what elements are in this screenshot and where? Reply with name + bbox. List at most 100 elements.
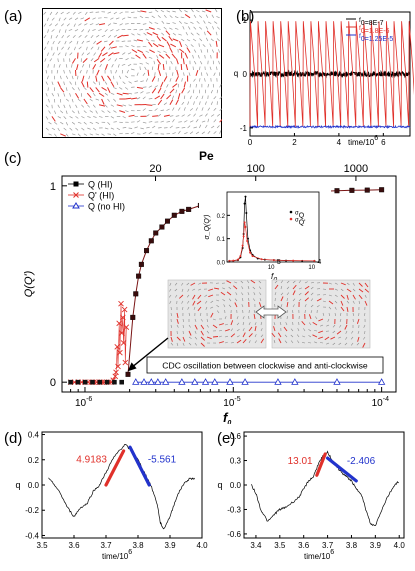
snapshot-arrow xyxy=(334,312,336,316)
field-arrow xyxy=(58,64,61,68)
field-arrow xyxy=(57,116,62,119)
snapshot-arrow xyxy=(284,340,288,344)
field-arrow xyxy=(47,87,49,91)
field-arrow xyxy=(204,31,206,36)
field-arrow-red xyxy=(119,110,126,113)
field-arrow xyxy=(170,60,173,65)
field-arrow-red xyxy=(146,32,153,36)
field-arrow xyxy=(172,22,176,24)
snapshot-arrow xyxy=(218,330,222,332)
field-arrow-red xyxy=(136,86,143,89)
field-arrow-red xyxy=(163,114,170,117)
q-nohi-marker xyxy=(147,378,155,385)
field-arrow-red xyxy=(169,99,174,106)
field-arrow-red xyxy=(98,92,105,97)
field-arrow xyxy=(90,34,94,39)
field-arrow xyxy=(172,132,176,135)
snapshot-arrow xyxy=(338,336,342,339)
field-arrow xyxy=(151,15,155,19)
snapshot-arrow xyxy=(252,286,256,290)
field-arrow xyxy=(45,69,48,74)
snapshot-arrow xyxy=(328,312,330,316)
snapshot-arrow xyxy=(259,298,262,302)
field-arrow xyxy=(71,98,74,103)
snapshot-arrow xyxy=(315,316,318,320)
field-arrow xyxy=(166,22,170,24)
field-arrow xyxy=(125,110,129,113)
field-arrow-red xyxy=(107,75,112,81)
field-arrow-red xyxy=(76,64,79,71)
field-arrow xyxy=(212,83,215,88)
q-hi-marker xyxy=(159,224,165,230)
inset-x-tick-label: 10-4 xyxy=(308,259,321,271)
snapshot-arrow xyxy=(280,280,284,284)
field-arrow xyxy=(63,17,67,21)
field-arrow xyxy=(163,89,166,94)
field-arrow xyxy=(145,38,150,42)
field-arrow-red xyxy=(162,63,165,71)
snapshot-arrow xyxy=(241,298,244,302)
field-arrow xyxy=(199,124,202,129)
q-nohi-marker xyxy=(333,378,341,385)
annotation-box xyxy=(146,356,384,374)
field-arrow xyxy=(65,64,68,68)
field-arrow xyxy=(184,132,188,135)
snapshot-arrow xyxy=(328,306,332,310)
snapshot-arrow xyxy=(364,300,368,306)
field-arrow-red xyxy=(172,38,179,42)
field-arrow-red xyxy=(182,58,185,65)
q-hi-marker xyxy=(90,379,95,385)
field-arrow xyxy=(209,66,212,71)
field-arrow xyxy=(201,131,205,135)
snapshot-arrow xyxy=(274,292,277,296)
field-arrow xyxy=(154,72,156,76)
snapshot-arrow xyxy=(274,297,276,302)
snapshot-arrow xyxy=(364,312,366,316)
snapshot-arrow xyxy=(187,300,190,304)
field-arrow xyxy=(128,127,133,129)
field-arrow xyxy=(127,63,132,67)
field-arrow xyxy=(57,40,61,45)
snapshot-arrow xyxy=(358,288,364,293)
field-arrow-red xyxy=(157,87,162,94)
snapshot-arrow xyxy=(188,342,192,346)
field-arrow xyxy=(142,86,147,88)
field-arrow xyxy=(188,72,191,76)
field-arrow xyxy=(157,15,161,19)
field-arrow xyxy=(166,10,171,13)
snapshot-arrow xyxy=(242,328,245,332)
snapshot-arrow xyxy=(182,342,185,346)
field-arrow xyxy=(66,11,70,15)
snapshot-arrow xyxy=(298,292,302,296)
field-arrow xyxy=(113,22,117,24)
snapshot-arrow xyxy=(316,305,320,308)
field-arrow xyxy=(87,116,91,118)
field-arrow xyxy=(92,92,96,97)
field-arrow xyxy=(131,33,135,36)
field-arrow xyxy=(49,23,53,27)
inset-y-tick-label: 0.2 xyxy=(217,214,226,220)
field-arrow xyxy=(104,104,108,108)
snapshot-arrow xyxy=(230,328,233,332)
field-arrow xyxy=(72,11,76,15)
field-arrow-red xyxy=(186,47,191,53)
x-tick-label: 4 xyxy=(337,138,342,147)
qprime-marker xyxy=(122,359,129,366)
inset-marker xyxy=(236,258,239,261)
field-arrow xyxy=(140,127,144,130)
field-arrow xyxy=(219,96,222,100)
field-arrow xyxy=(172,107,175,111)
field-arrow xyxy=(61,46,64,50)
field-arrow xyxy=(199,15,203,19)
snapshot-arrow xyxy=(194,336,198,340)
field-arrow-red xyxy=(137,49,144,54)
snapshot-arrow xyxy=(228,298,232,302)
q-hi-marker xyxy=(179,208,185,214)
field-arrow xyxy=(48,121,52,125)
field-arrow xyxy=(115,17,120,20)
field-arrow xyxy=(154,108,158,111)
field-arrow xyxy=(207,118,210,123)
y-tick-label: 0.2 xyxy=(28,456,40,465)
snapshot-arrow xyxy=(362,342,366,348)
field-arrow xyxy=(191,8,194,13)
